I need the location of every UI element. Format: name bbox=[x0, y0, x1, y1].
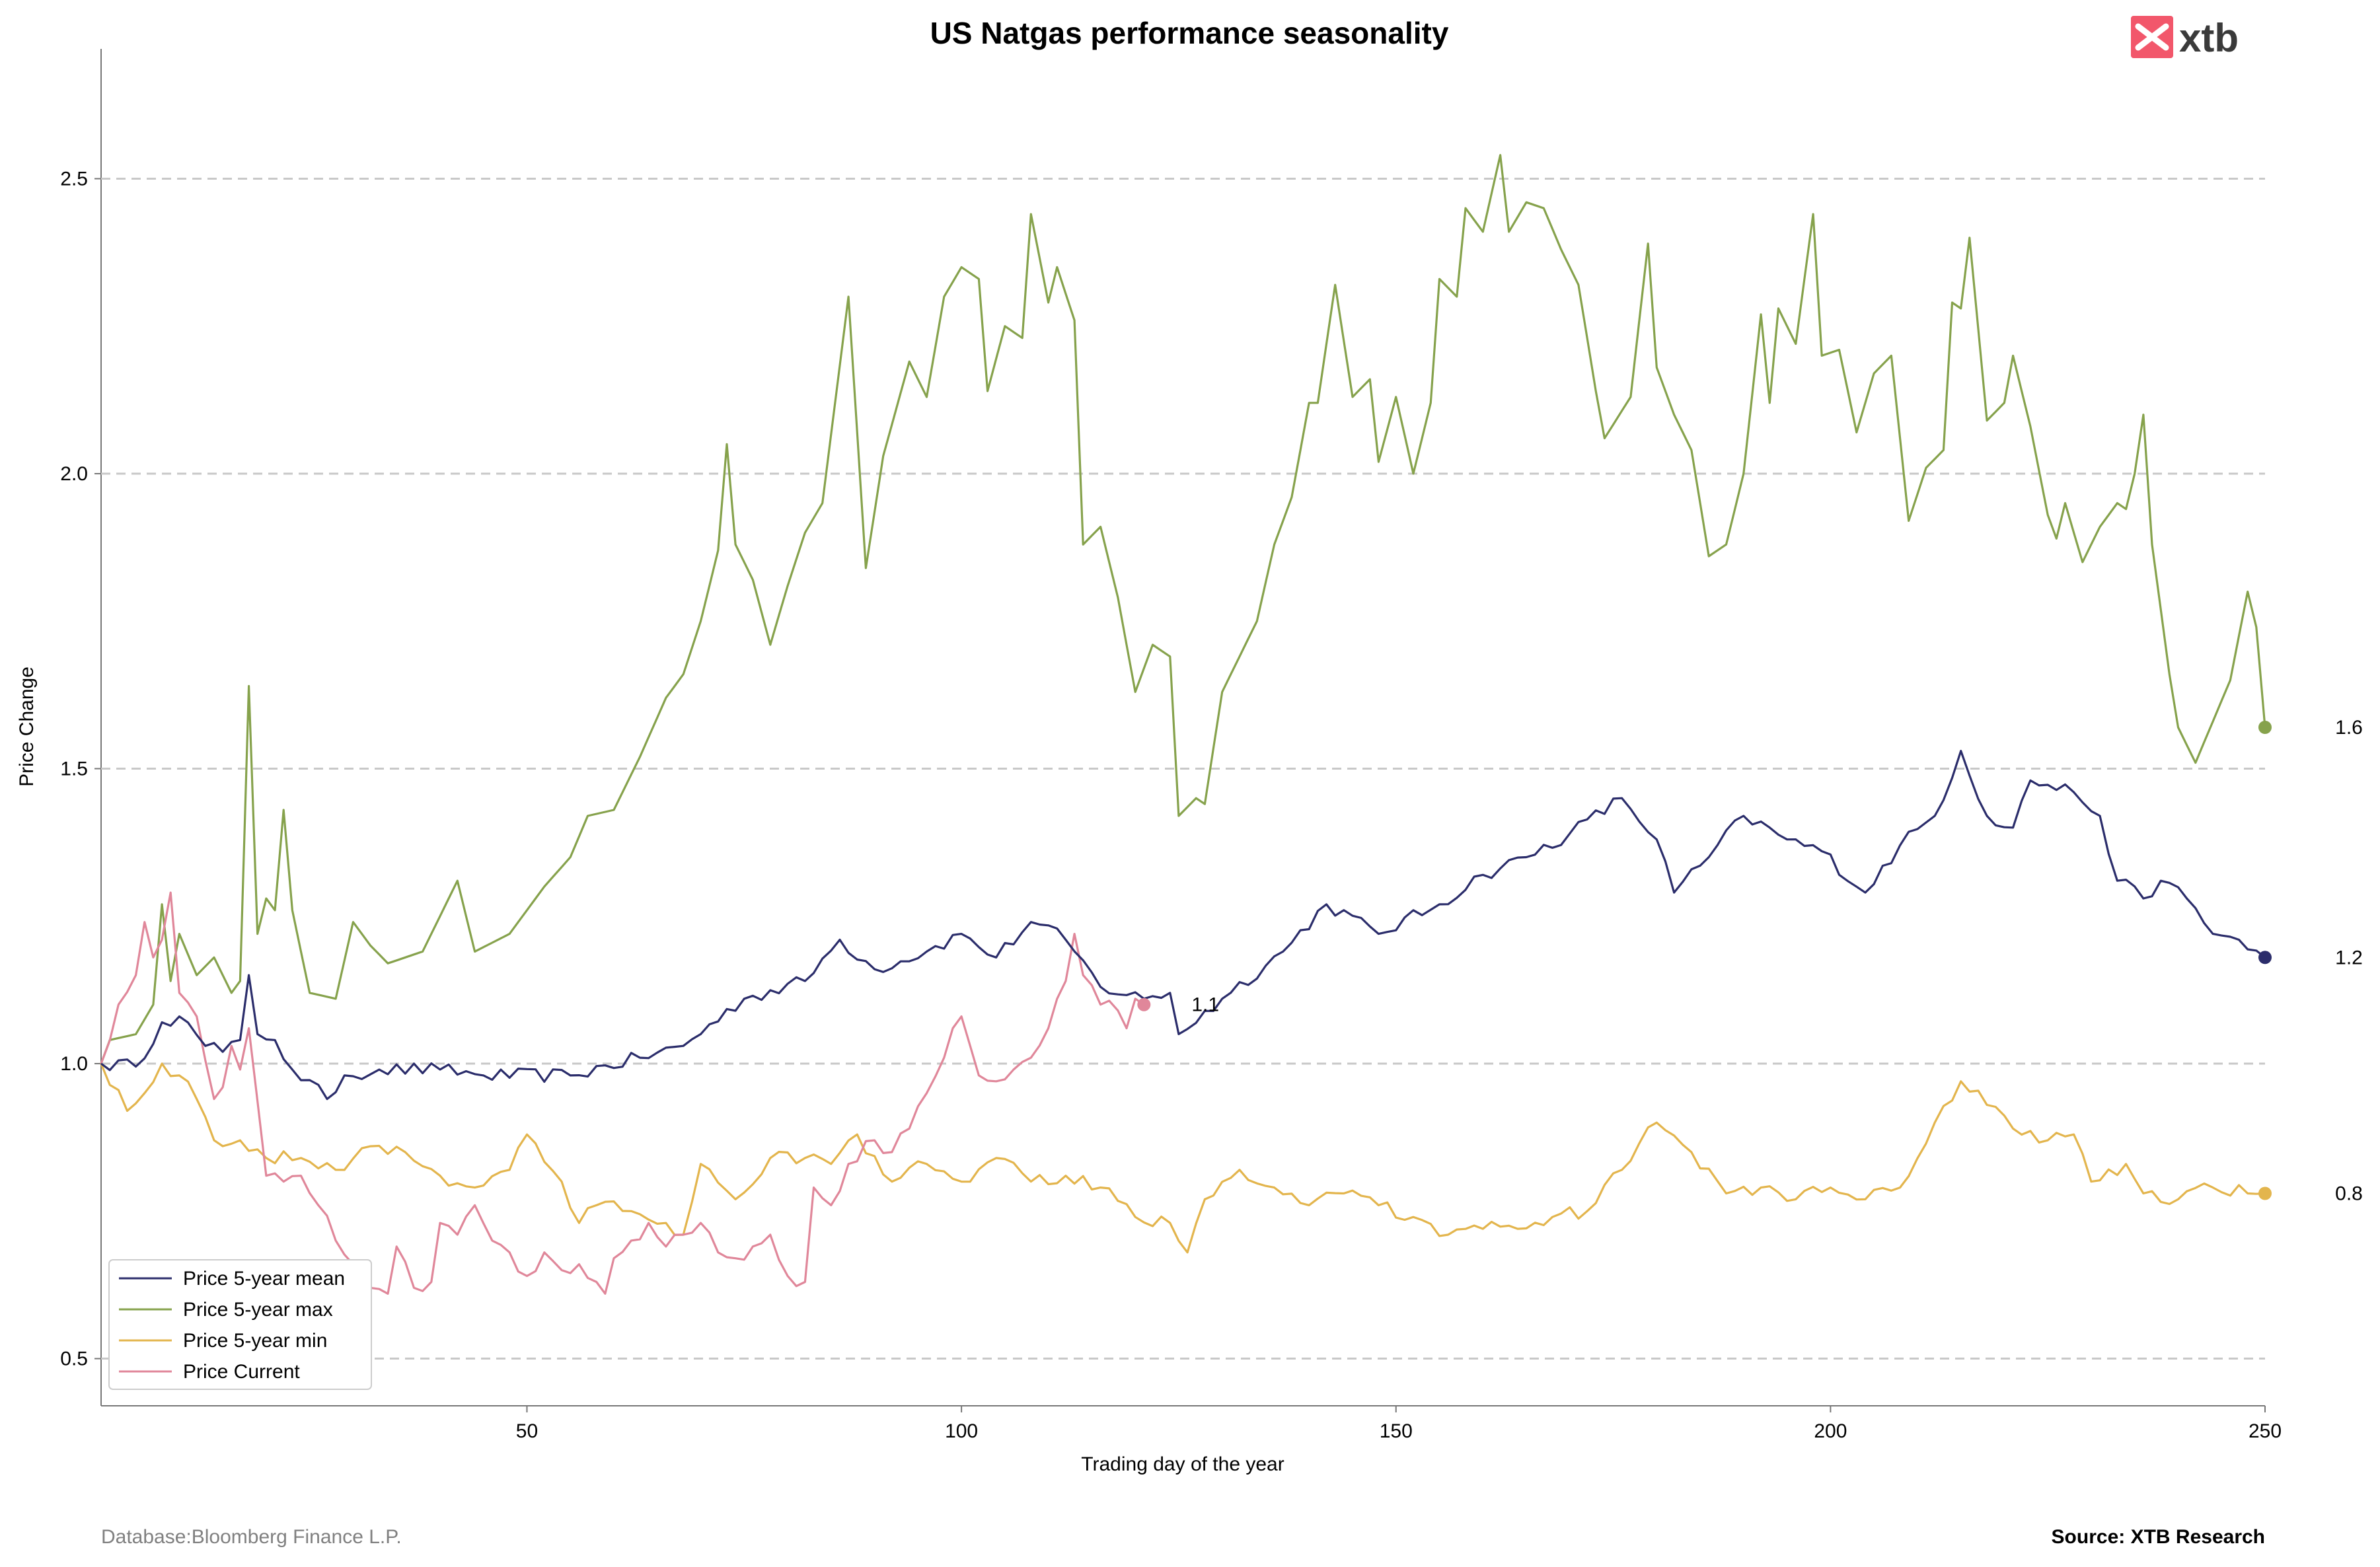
end-label-max: 1.6 bbox=[2335, 717, 2363, 739]
legend-item-max: Price 5-year max bbox=[119, 1299, 333, 1321]
end-label-current: 1.1 bbox=[1191, 994, 1219, 1016]
chart-title: US Natgas performance seasonality bbox=[930, 16, 1449, 50]
series-line-max bbox=[100, 154, 2266, 1064]
y-tick-label: 2.0 bbox=[60, 463, 88, 485]
legend-item-min: Price 5-year min bbox=[119, 1330, 327, 1352]
x-tick-label: 100 bbox=[945, 1420, 978, 1442]
end-point-max bbox=[2258, 721, 2272, 734]
legend-label-mean: Price 5-year mean bbox=[183, 1268, 345, 1290]
end-label-mean: 1.2 bbox=[2335, 947, 2363, 968]
xtb-logo-x-icon bbox=[2135, 23, 2169, 51]
axes bbox=[100, 49, 2265, 1406]
end-point-current bbox=[1137, 998, 1151, 1011]
legend-label-max: Price 5-year max bbox=[183, 1299, 333, 1321]
end-point-mean bbox=[2258, 951, 2272, 965]
end-point-min bbox=[2258, 1186, 2272, 1200]
x-tick-label: 200 bbox=[1814, 1420, 1847, 1442]
legend-item-current: Price Current bbox=[119, 1361, 300, 1383]
xtb-logo: xtb bbox=[2131, 16, 2239, 60]
x-tick-label: 50 bbox=[516, 1420, 538, 1442]
legend-label-min: Price 5-year min bbox=[183, 1330, 327, 1352]
x-tick-label: 250 bbox=[2249, 1420, 2282, 1442]
series-line-mean bbox=[100, 750, 2266, 1101]
y-tick-label: 1.5 bbox=[60, 758, 88, 780]
series-layer bbox=[100, 154, 2266, 1295]
xtb-logo-text: xtb bbox=[2179, 16, 2239, 60]
footer-database: Database:Bloomberg Finance L.P. bbox=[101, 1526, 402, 1548]
y-tick-label: 0.5 bbox=[60, 1348, 88, 1370]
legend-box bbox=[108, 1259, 372, 1390]
end-markers: 1.6 0.8 1.1 1.2 bbox=[1137, 717, 2363, 1205]
end-label-min: 0.8 bbox=[2335, 1183, 2363, 1205]
legend: Price 5-year mean Price 5-year max Price… bbox=[108, 1259, 372, 1390]
x-ticks: 50 100 150 200 250 bbox=[516, 1406, 2282, 1442]
series-line-current bbox=[100, 891, 1145, 1295]
legend-label-current: Price Current bbox=[183, 1361, 300, 1383]
x-tick-label: 150 bbox=[1380, 1420, 1413, 1442]
x-axis-title: Trading day of the year bbox=[1081, 1453, 1284, 1475]
footer-source: Source: XTB Research bbox=[2052, 1526, 2265, 1548]
y-axis-title: Price Change bbox=[16, 667, 38, 787]
legend-item-mean: Price 5-year mean bbox=[119, 1268, 345, 1290]
y-tick-label: 2.5 bbox=[60, 168, 88, 190]
y-tick-label: 1.0 bbox=[60, 1053, 88, 1075]
series-line-min bbox=[100, 1062, 2266, 1254]
grid-lines bbox=[101, 177, 2265, 1360]
y-ticks: 0.5 1.0 1.5 2.0 2.5 bbox=[60, 168, 101, 1370]
